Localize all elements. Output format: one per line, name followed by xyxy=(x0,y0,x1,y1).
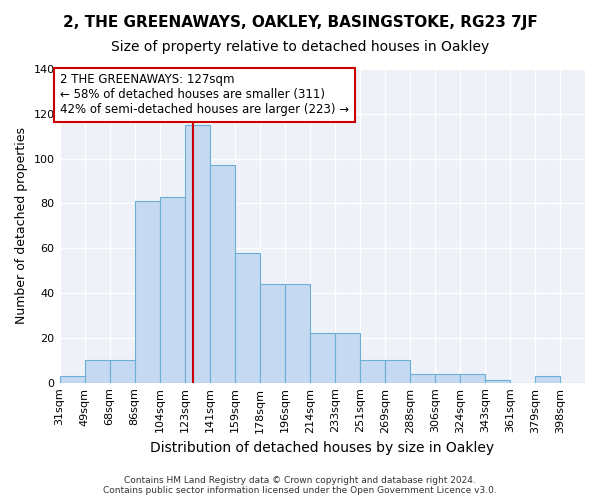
Text: Size of property relative to detached houses in Oakley: Size of property relative to detached ho… xyxy=(111,40,489,54)
Bar xyxy=(335,334,360,382)
Bar xyxy=(285,284,310,382)
Bar xyxy=(59,376,85,382)
Text: 2 THE GREENAWAYS: 127sqm
← 58% of detached houses are smaller (311)
42% of semi-: 2 THE GREENAWAYS: 127sqm ← 58% of detach… xyxy=(60,74,349,116)
Bar xyxy=(485,380,510,382)
Bar xyxy=(110,360,134,382)
Bar xyxy=(535,376,560,382)
Text: 2, THE GREENAWAYS, OAKLEY, BASINGSTOKE, RG23 7JF: 2, THE GREENAWAYS, OAKLEY, BASINGSTOKE, … xyxy=(62,15,538,30)
Bar xyxy=(460,374,485,382)
Bar xyxy=(360,360,385,382)
Bar xyxy=(85,360,110,382)
Bar xyxy=(134,201,160,382)
Bar xyxy=(235,252,260,382)
Bar xyxy=(310,334,335,382)
Bar xyxy=(435,374,460,382)
Bar xyxy=(185,125,209,382)
Y-axis label: Number of detached properties: Number of detached properties xyxy=(15,128,28,324)
Bar xyxy=(410,374,435,382)
Bar xyxy=(160,196,185,382)
X-axis label: Distribution of detached houses by size in Oakley: Distribution of detached houses by size … xyxy=(150,441,494,455)
Bar xyxy=(260,284,285,382)
Text: Contains HM Land Registry data © Crown copyright and database right 2024.
Contai: Contains HM Land Registry data © Crown c… xyxy=(103,476,497,495)
Bar xyxy=(209,166,235,382)
Bar xyxy=(385,360,410,382)
